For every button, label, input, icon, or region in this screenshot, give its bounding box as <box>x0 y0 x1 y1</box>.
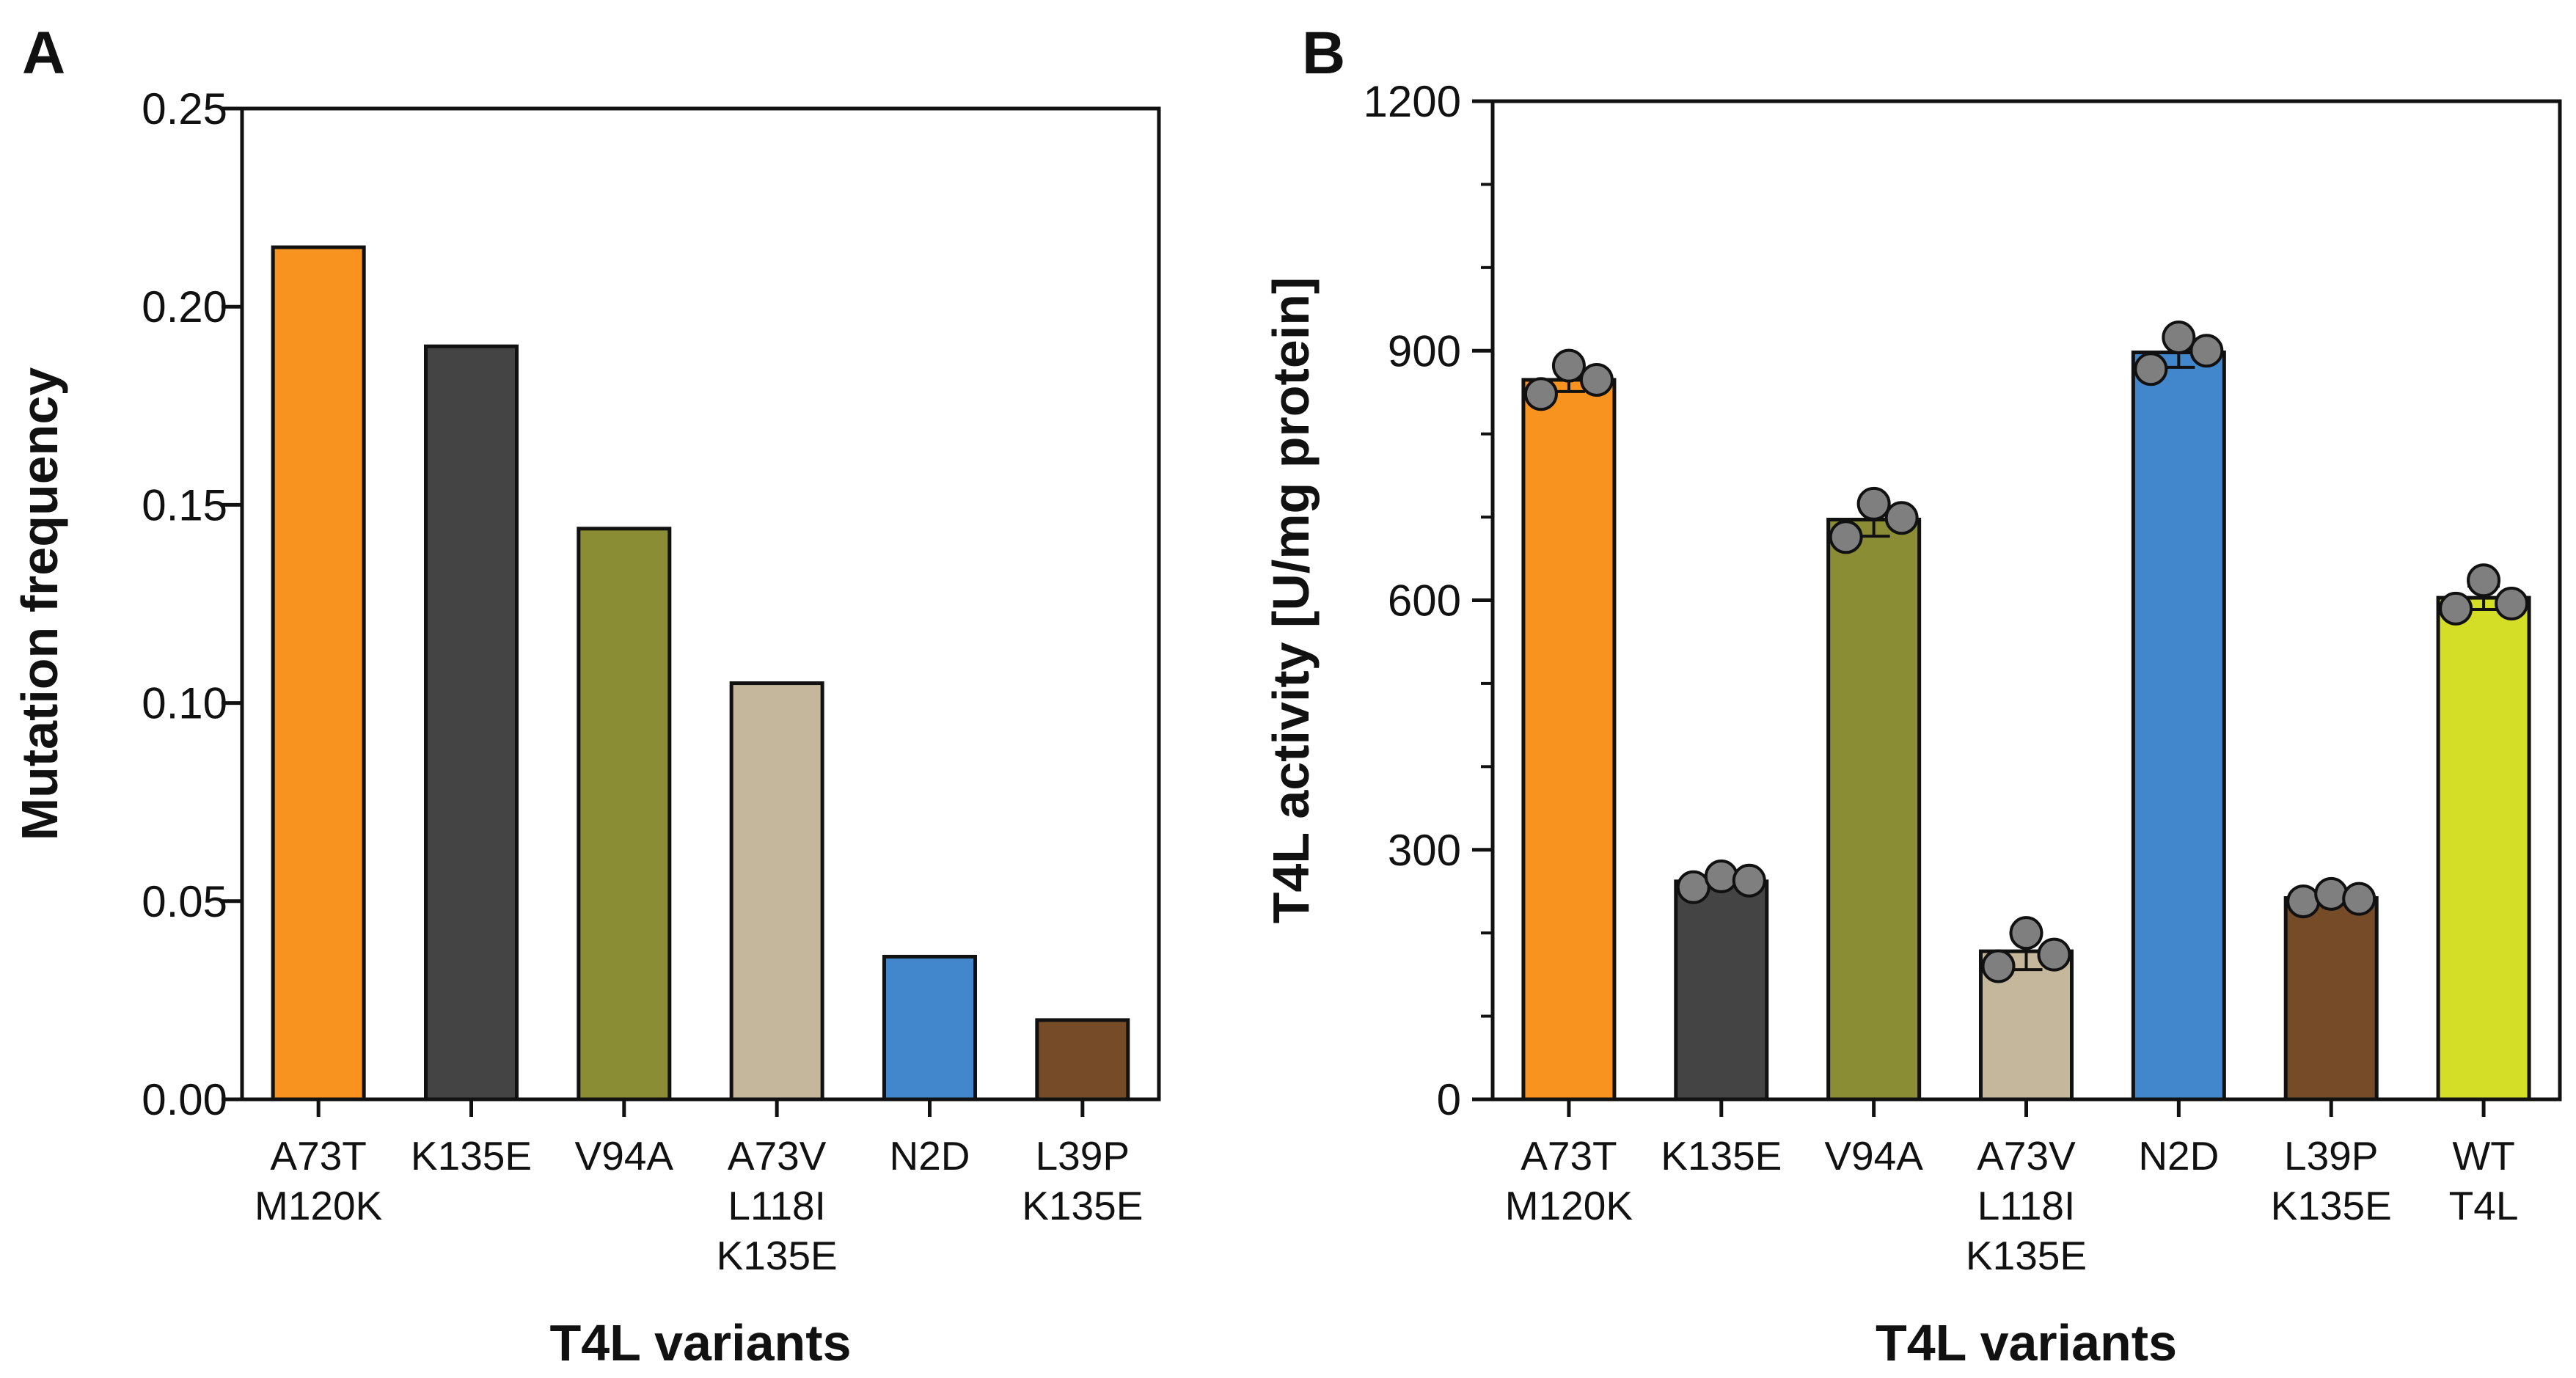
panel-b-x-tick-label: A73T <box>1521 1133 1617 1179</box>
panel-a-bar <box>729 681 824 1102</box>
panel-a-y-axis-title: Mutation frequency <box>11 367 68 841</box>
panel-a-x-tick-label: K135E <box>717 1233 838 1278</box>
panel-b-data-point <box>1704 860 1738 894</box>
panel-b-data-point <box>2439 591 2473 626</box>
panel-b-x-tick-label: K135E <box>2271 1183 2392 1228</box>
panel-b-x-tick-label: K135E <box>1661 1133 1782 1179</box>
panel-a-x-tick-label: M120K <box>255 1183 383 1228</box>
panel-b-bar <box>2283 896 2379 1102</box>
panel-b-data-point <box>1829 520 1863 554</box>
panel-b-x-tick-label: L118I <box>1977 1183 2076 1228</box>
panel-a-bar <box>271 245 366 1102</box>
panel-b-x-tick-label: K135E <box>1966 1233 2087 1278</box>
panel-b-data-point <box>2342 882 2376 916</box>
panel-b-y-axis-title: T4L activity [U/mg protein] <box>1262 277 1320 924</box>
panel-b-y-tick-label: 300 <box>1388 826 1461 875</box>
panel-b-data-point <box>2189 334 2224 368</box>
panel-b-data-point <box>2286 884 2321 919</box>
panel-b-data-point <box>1884 501 1919 535</box>
panel-a-x-tick-label: L118I <box>728 1183 826 1228</box>
panel-b-x-axis-title: T4L variants <box>1876 1314 2177 1371</box>
panel-b-data-point <box>1732 863 1766 898</box>
panel-a-letter: A <box>22 20 65 87</box>
panel-b-data-point <box>2162 320 2196 355</box>
panel-a-x-tick-label: A73T <box>270 1133 366 1179</box>
panel-a-x-tick-label: K135E <box>1022 1183 1143 1228</box>
panel-b-data-point <box>1856 486 1891 521</box>
panel-a-y-tick-label: 0.15 <box>142 480 227 529</box>
panel-b-x-tick-label: T4L <box>2449 1183 2519 1228</box>
panel-b-letter: B <box>1302 20 1345 87</box>
panel-a-bar <box>577 527 672 1102</box>
panel-a-y-tick-label: 0.10 <box>142 679 227 728</box>
panel-a-y-tick-label: 0.20 <box>142 282 227 331</box>
panel-a-y-tick-label: 0.05 <box>142 877 227 926</box>
panel-a-bar <box>1035 1018 1130 1102</box>
panel-b-bar <box>2131 351 2226 1102</box>
panel-a-x-tick-label: L39P <box>1036 1133 1130 1179</box>
panel-b-x-tick-label: M120K <box>1505 1183 1633 1228</box>
panel-b-y-tick-label: 0 <box>1437 1075 1461 1124</box>
panel-b-data-point <box>1579 362 1614 397</box>
panel-b-y-tick-label: 900 <box>1388 326 1461 375</box>
panel-b-x-tick-label: V94A <box>1824 1133 1923 1179</box>
panel-a-y-tick-label: 0.25 <box>142 84 227 133</box>
panel-b-bar <box>1674 879 1769 1102</box>
panel-b-x-tick-label: WT <box>2452 1133 2515 1179</box>
panel-b-data-point <box>2314 876 2349 911</box>
panel-b-y-tick-label: 600 <box>1388 576 1461 626</box>
panel-b-data-point <box>1551 348 1586 383</box>
panel-a-y-tick-label: 0.00 <box>142 1075 227 1124</box>
panel-a-x-tick-label: N2D <box>889 1133 970 1179</box>
panel-b-x-tick-label: L39P <box>2284 1133 2378 1179</box>
panel-b-data-point <box>1981 949 2016 983</box>
panel-b-x-tick-label: A73V <box>1977 1133 2076 1179</box>
panel-a-x-tick-label: V94A <box>575 1133 674 1179</box>
panel-b-y-tick-label: 1200 <box>1364 77 1461 126</box>
panel-b-bar <box>1826 517 1922 1102</box>
panel-b-bar <box>2436 595 2531 1102</box>
panel-b-data-point <box>2467 563 2501 598</box>
panel-b-data-point <box>2134 352 2168 386</box>
panel-a-bar <box>424 344 519 1102</box>
panel-a-bar <box>882 954 977 1102</box>
panel-a-x-tick-label: K135E <box>411 1133 532 1179</box>
panel-b-data-point <box>1523 377 1558 411</box>
panel-b-x-tick-label: N2D <box>2138 1133 2219 1179</box>
panel-b-data-point <box>1676 870 1710 904</box>
panel-b-data-point <box>2009 916 2043 950</box>
panel-b-data-point <box>2495 587 2529 621</box>
panel-a-x-tick-label: A73V <box>728 1133 827 1179</box>
panel-a-x-axis-title: T4L variants <box>549 1314 851 1371</box>
panel-b-bar <box>1521 378 1617 1102</box>
panel-b-data-point <box>2037 937 2071 972</box>
panel-a-plot-frame <box>240 106 1161 1102</box>
